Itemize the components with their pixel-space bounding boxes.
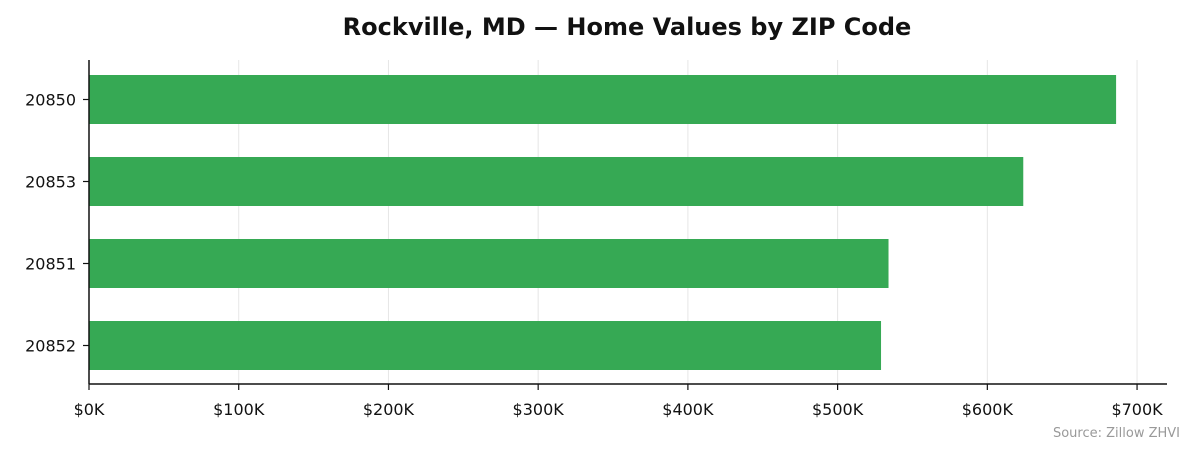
x-tick-label: $600K xyxy=(962,400,1014,419)
x-tick-label: $700K xyxy=(1111,400,1163,419)
x-tick-label: $400K xyxy=(662,400,714,419)
x-tick-label: $100K xyxy=(213,400,265,419)
y-tick-label: 20852 xyxy=(25,337,76,356)
source-note: Source: Zillow ZHVI xyxy=(1053,426,1180,441)
axis-ticks: $0K $100K $200K $300K $400K $500K $600K $700K 20… xyxy=(25,91,1163,420)
x-tick-label: $0K xyxy=(74,400,105,419)
x-tick-label: $300K xyxy=(513,400,565,419)
bars xyxy=(89,75,1117,370)
bar-20852 xyxy=(89,321,882,370)
bar-20850 xyxy=(89,75,1117,124)
y-tick-label: 20853 xyxy=(25,173,76,192)
y-tick-label: 20851 xyxy=(25,255,76,274)
x-tick-label: $200K xyxy=(363,400,415,419)
x-tick-label: $500K xyxy=(812,400,864,419)
bar-20851 xyxy=(89,239,889,288)
chart-title: Rockville, MD — Home Values by ZIP Code xyxy=(343,13,912,41)
bar-20853 xyxy=(89,157,1024,206)
y-tick-label: 20850 xyxy=(25,91,76,110)
